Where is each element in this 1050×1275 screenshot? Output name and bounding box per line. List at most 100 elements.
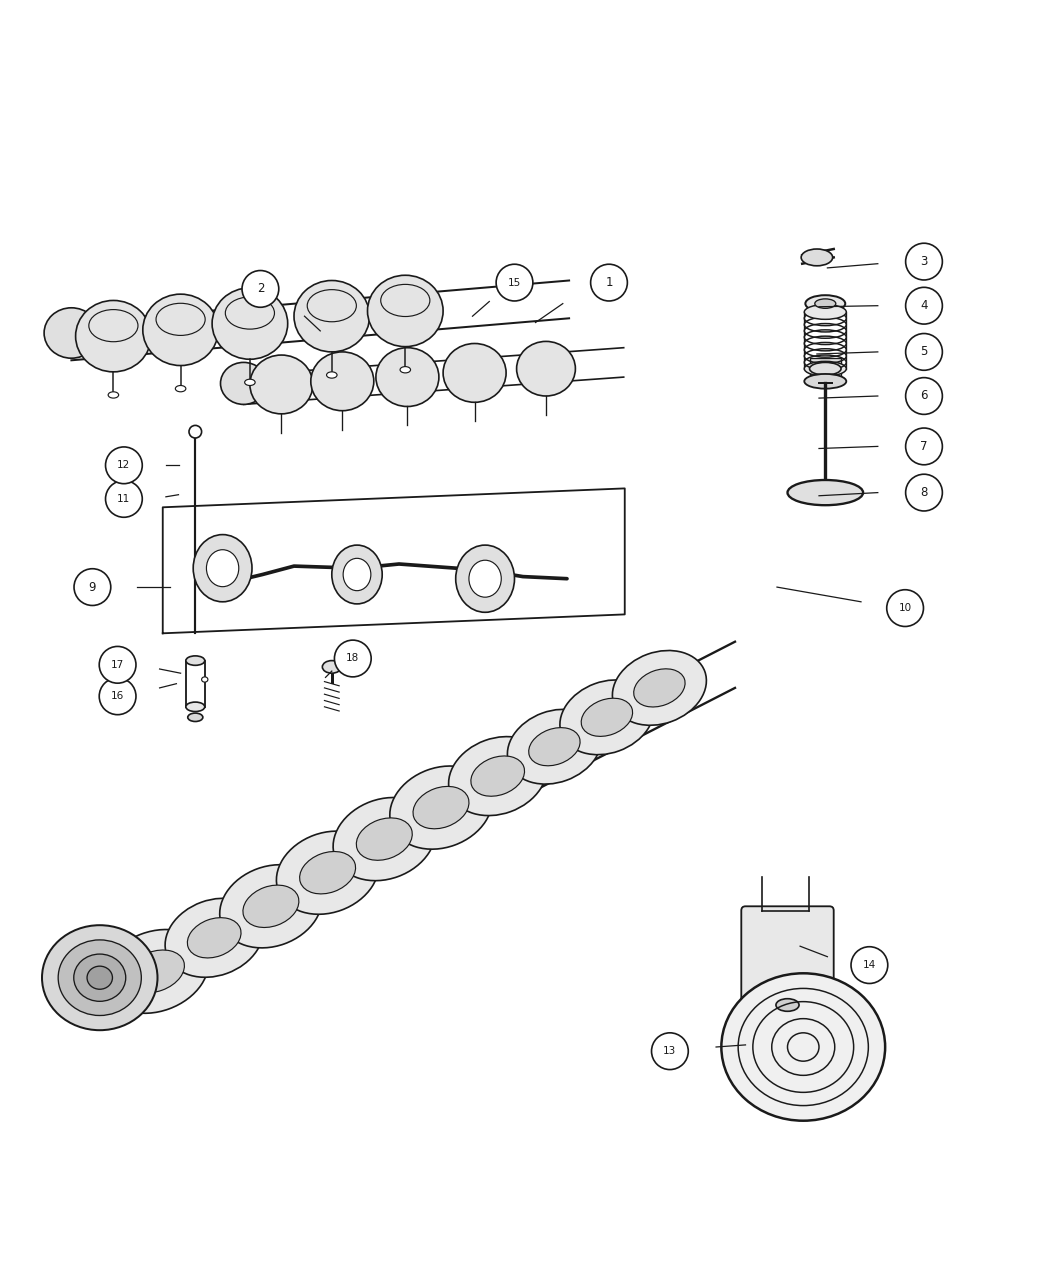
Ellipse shape — [311, 352, 374, 411]
Text: 6: 6 — [920, 389, 928, 403]
Ellipse shape — [243, 885, 299, 927]
Text: 9: 9 — [88, 580, 97, 594]
Text: 15: 15 — [508, 278, 521, 288]
Ellipse shape — [529, 728, 580, 766]
Text: 5: 5 — [920, 346, 928, 358]
Ellipse shape — [87, 966, 112, 989]
Ellipse shape — [413, 787, 469, 829]
Ellipse shape — [788, 479, 863, 505]
Circle shape — [905, 474, 943, 511]
Ellipse shape — [343, 558, 371, 590]
Circle shape — [651, 1033, 689, 1070]
Ellipse shape — [801, 249, 833, 265]
Ellipse shape — [327, 372, 337, 379]
Circle shape — [905, 377, 943, 414]
Circle shape — [905, 334, 943, 370]
Circle shape — [905, 428, 943, 465]
Ellipse shape — [76, 301, 151, 372]
Circle shape — [905, 244, 943, 280]
Ellipse shape — [74, 954, 126, 1001]
Text: 1: 1 — [605, 277, 613, 289]
Ellipse shape — [207, 550, 238, 586]
Text: 2: 2 — [256, 282, 265, 296]
Ellipse shape — [126, 950, 185, 993]
Ellipse shape — [212, 288, 288, 360]
Ellipse shape — [815, 298, 836, 309]
Ellipse shape — [332, 546, 382, 604]
Ellipse shape — [560, 680, 654, 755]
Text: 12: 12 — [118, 460, 130, 470]
Ellipse shape — [448, 737, 547, 816]
Ellipse shape — [294, 280, 370, 352]
Ellipse shape — [202, 677, 208, 682]
Ellipse shape — [634, 669, 685, 706]
Ellipse shape — [58, 940, 142, 1015]
Circle shape — [100, 678, 136, 715]
Ellipse shape — [804, 374, 846, 389]
Ellipse shape — [612, 650, 707, 725]
Circle shape — [74, 569, 111, 606]
Circle shape — [850, 947, 888, 983]
Ellipse shape — [188, 713, 203, 722]
Ellipse shape — [44, 307, 99, 358]
Ellipse shape — [517, 342, 575, 397]
Ellipse shape — [175, 385, 186, 391]
Text: 10: 10 — [899, 603, 911, 613]
Ellipse shape — [187, 918, 242, 958]
Ellipse shape — [333, 798, 436, 881]
Ellipse shape — [219, 864, 322, 947]
Text: 18: 18 — [346, 654, 359, 663]
Ellipse shape — [245, 379, 255, 385]
Ellipse shape — [582, 699, 632, 737]
Ellipse shape — [400, 367, 411, 372]
Ellipse shape — [721, 973, 885, 1121]
Ellipse shape — [776, 998, 799, 1011]
Ellipse shape — [804, 305, 846, 319]
Ellipse shape — [322, 660, 341, 673]
Text: 17: 17 — [111, 659, 124, 669]
Ellipse shape — [368, 275, 443, 347]
Ellipse shape — [507, 709, 602, 784]
Ellipse shape — [390, 766, 492, 849]
Text: 3: 3 — [920, 255, 928, 268]
Circle shape — [886, 590, 924, 626]
Ellipse shape — [805, 296, 845, 312]
Ellipse shape — [186, 655, 205, 666]
Circle shape — [105, 448, 142, 483]
Text: 8: 8 — [920, 486, 928, 499]
Ellipse shape — [193, 534, 252, 602]
Ellipse shape — [469, 560, 501, 597]
Ellipse shape — [108, 391, 119, 398]
Ellipse shape — [356, 817, 413, 861]
Circle shape — [242, 270, 278, 307]
Ellipse shape — [804, 361, 846, 376]
FancyBboxPatch shape — [810, 358, 841, 381]
FancyBboxPatch shape — [741, 907, 834, 1010]
Ellipse shape — [456, 546, 514, 612]
Circle shape — [905, 287, 943, 324]
Circle shape — [496, 264, 532, 301]
Ellipse shape — [443, 343, 506, 403]
Circle shape — [334, 640, 372, 677]
Ellipse shape — [470, 756, 525, 796]
Circle shape — [590, 264, 628, 301]
Circle shape — [100, 646, 136, 683]
Ellipse shape — [143, 295, 218, 366]
Ellipse shape — [186, 703, 205, 711]
Ellipse shape — [376, 348, 439, 407]
Text: 13: 13 — [664, 1047, 676, 1056]
Ellipse shape — [42, 926, 158, 1030]
Text: 11: 11 — [118, 493, 130, 504]
Ellipse shape — [810, 362, 841, 375]
Ellipse shape — [165, 899, 264, 977]
Ellipse shape — [250, 354, 313, 414]
Text: 16: 16 — [111, 691, 124, 701]
Text: 4: 4 — [920, 300, 928, 312]
Circle shape — [189, 426, 202, 439]
Ellipse shape — [102, 929, 209, 1014]
Ellipse shape — [220, 362, 267, 404]
Text: 14: 14 — [863, 960, 876, 970]
Text: 7: 7 — [920, 440, 928, 453]
Circle shape — [105, 481, 142, 518]
Ellipse shape — [276, 831, 379, 914]
